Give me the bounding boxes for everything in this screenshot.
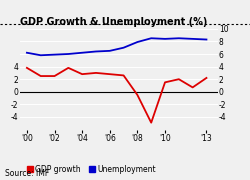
Text: GDP Growth & Unemployment (%): GDP Growth & Unemployment (%) [20, 17, 208, 27]
Text: Source: IMF: Source: IMF [5, 169, 49, 178]
Legend: GDP growth, Unemployment: GDP growth, Unemployment [24, 162, 158, 177]
